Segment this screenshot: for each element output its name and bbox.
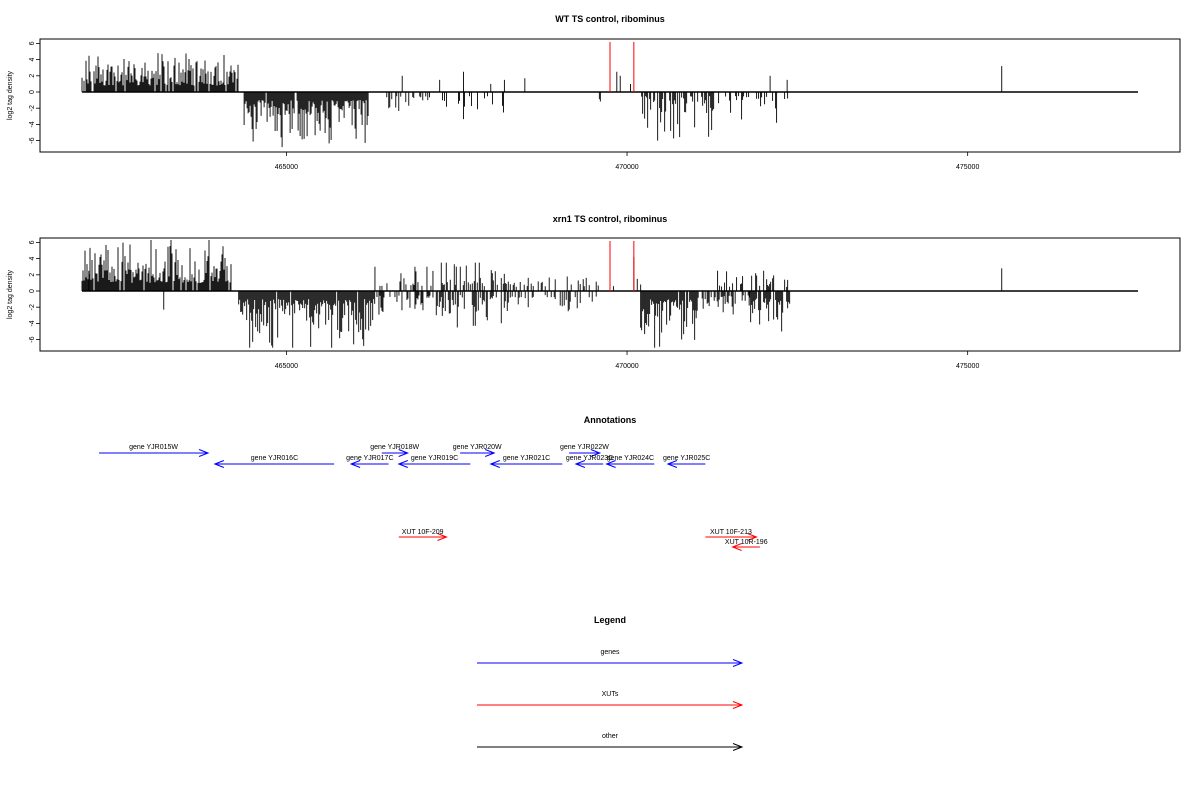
- annotations-title: Annotations: [584, 415, 637, 425]
- y-tick-label: -6: [29, 137, 36, 143]
- y-tick-label: 6: [29, 240, 36, 244]
- y-tick-label: -6: [29, 336, 36, 342]
- gene-arrow: [569, 449, 602, 457]
- arrow-head: [398, 449, 410, 457]
- gene-arrow: [460, 449, 496, 457]
- wt-signal-panel: WT TS control, ribominus 6 4 2 0 -2 -4 -6 log2 t…: [7, 14, 1181, 171]
- y-tick-label: -2: [29, 304, 36, 310]
- arrow-head: [732, 659, 744, 667]
- gene-label: gene YJR024C: [607, 455, 654, 462]
- gene-arrow: [574, 460, 604, 468]
- y-tick-label: 4: [29, 257, 36, 261]
- xut-arrow: [705, 533, 758, 541]
- y-tick-label: 2: [29, 74, 36, 78]
- xut-arrow: [731, 543, 760, 551]
- arrow-head: [731, 543, 742, 551]
- arrow-head: [732, 701, 744, 709]
- gene-label: gene YJR021C: [503, 455, 550, 462]
- plot-frame: [39, 38, 1181, 153]
- annotations-panel: Annotations gene YJR015W gene YJR016C gene…: [99, 415, 768, 551]
- y-tick-label: 0: [29, 90, 36, 94]
- y-tick-label: -4: [29, 320, 36, 326]
- legend-arrow: [477, 701, 744, 709]
- x-tick-label: 475000: [956, 363, 979, 370]
- gene-arrow: [99, 449, 210, 457]
- gene-label: gene YJR025C: [663, 455, 710, 462]
- x-tick-label: 470000: [615, 164, 638, 171]
- x-tick-label: 465000: [275, 363, 298, 370]
- y-tick-label: 6: [29, 41, 36, 45]
- x-tick-label: 470000: [615, 363, 638, 370]
- gene-arrow: [349, 460, 389, 468]
- gene-label: gene YJR018W: [370, 444, 419, 451]
- arrow-head: [590, 449, 602, 457]
- arrow-head: [605, 460, 616, 468]
- plot-frame: [39, 237, 1181, 352]
- arrow-head: [397, 460, 408, 468]
- y-tick-label: 0: [29, 289, 36, 293]
- arrow-head: [213, 460, 225, 468]
- xut-label: XUT 10F-209: [402, 529, 444, 536]
- legend-panel: Legend genes XUTs other: [477, 615, 744, 751]
- legend-arrow: [477, 743, 744, 751]
- arrow-head: [489, 460, 500, 468]
- arrow-head: [666, 460, 678, 468]
- gene-arrow: [213, 460, 335, 468]
- xut-label: XUT 10F-213: [710, 529, 752, 536]
- gene-label: gene YJR015W: [129, 444, 178, 451]
- legend-arrow: [477, 659, 744, 667]
- gene-arrow: [666, 460, 706, 468]
- y-tick-label: -2: [29, 105, 36, 111]
- arrow-head: [732, 743, 744, 751]
- legend-label: XUTs: [602, 691, 619, 698]
- panel-title: WT TS control, ribominus: [555, 14, 665, 24]
- y-tick-label: 4: [29, 58, 36, 62]
- legend-label: other: [602, 733, 619, 740]
- legend-label: genes: [600, 649, 620, 656]
- gene-label: gene YJR023C: [566, 455, 613, 462]
- arrow-head: [437, 533, 448, 541]
- gene-label: gene YJR016C: [251, 455, 298, 462]
- gene-label: gene YJR019C: [411, 455, 458, 462]
- gene-arrow: [397, 460, 471, 468]
- gene-label: gene YJR020W: [453, 444, 502, 451]
- y-tick-label: 2: [29, 273, 36, 277]
- arrow-head: [747, 533, 758, 541]
- arrow-head: [349, 460, 361, 468]
- gene-arrow: [489, 460, 563, 468]
- gene-arrow: [605, 460, 655, 468]
- legend-title: Legend: [594, 615, 626, 625]
- y-tick-label: -4: [29, 121, 36, 127]
- arrow-head: [574, 460, 586, 468]
- x-tick-label: 465000: [275, 164, 298, 171]
- xrn1-signal-panel: xrn1 TS control, ribominus 6 4 2 0 -2 -4 -6 log2…: [7, 214, 1181, 370]
- arrow-head: [484, 449, 496, 457]
- gene-arrow: [381, 449, 410, 457]
- y-axis-label: log2 tag density: [7, 269, 14, 319]
- gene-label: gene YJR017C: [346, 455, 393, 462]
- xut-label: XUT 10R-196: [725, 539, 768, 546]
- panel-title: xrn1 TS control, ribominus: [553, 214, 668, 224]
- y-axis-label: log2 tag density: [7, 70, 14, 120]
- x-tick-label: 475000: [956, 164, 979, 171]
- xut-arrow: [398, 533, 448, 541]
- gene-label: gene YJR022W: [560, 444, 609, 451]
- arrow-head: [198, 449, 210, 457]
